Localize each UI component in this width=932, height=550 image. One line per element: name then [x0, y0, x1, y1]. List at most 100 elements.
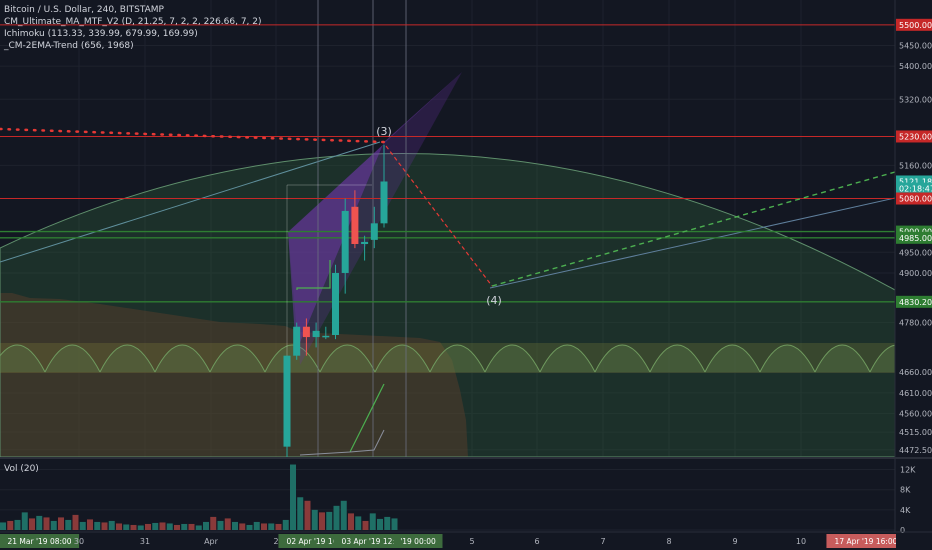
volume-bar [268, 523, 275, 530]
time-marker-label: '19 00:00 [400, 537, 436, 546]
volume-axis[interactable]: 12K 8K 4K 0 [900, 466, 916, 535]
price-tag [896, 295, 932, 308]
scallop [154, 344, 211, 373]
projection-down [385, 145, 493, 287]
purple-channel-upper [288, 72, 462, 365]
time-marker-label: 17 Apr '19 16:00 [835, 537, 898, 546]
candle-body [351, 206, 359, 245]
volume-bar [7, 520, 14, 530]
time-tick-label: 8 [666, 537, 671, 546]
time-marker [826, 534, 906, 548]
volume-bar [130, 524, 137, 530]
volume-bar [369, 513, 376, 530]
candle-body [283, 355, 291, 447]
volume-bar [340, 500, 347, 530]
volume-bars [0, 464, 398, 530]
volume-bar [50, 520, 57, 530]
time-tick-label: 5 [469, 537, 474, 546]
trend-line-2 [489, 197, 895, 289]
indicator-ema-trend[interactable]: _CM-2EMA-Trend (656, 1968) [4, 41, 134, 51]
green-step-line [296, 260, 331, 290]
volume-bar [29, 518, 35, 530]
indicator-ichimoku[interactable]: Ichimoku (113.33, 339.99, 679.99, 169.99… [4, 29, 198, 39]
axis-corner [896, 533, 932, 550]
volume-bar [108, 520, 115, 530]
scallop [209, 344, 266, 373]
volume-bar [137, 525, 144, 530]
ichimoku-cloud-red [0, 293, 468, 457]
scallop [264, 344, 321, 373]
time-tick-label: 2 [273, 537, 278, 546]
scallop [869, 344, 895, 373]
volume-bar [319, 512, 325, 530]
volume-bar [232, 521, 238, 530]
price-tag [896, 192, 932, 205]
volume-bar [391, 518, 398, 530]
price-tick-label: 5450.00 [899, 41, 932, 50]
price-tick-label: 4560.00 [899, 410, 932, 419]
volume-bar [311, 509, 318, 530]
time-marker [0, 534, 80, 548]
price-tag-label: 5121.18 [899, 177, 932, 186]
time-tick-label: 6 [534, 537, 539, 546]
volume-bar [58, 517, 64, 530]
grey-rise-line [299, 429, 385, 456]
scallop-band [0, 344, 895, 373]
volume-tick-label: 12K [900, 466, 916, 475]
price-tag-label: 4985.00 [899, 234, 932, 243]
price-tag [896, 130, 932, 143]
trend-line [0, 141, 381, 263]
volume-bar [65, 519, 72, 530]
candle-body [341, 210, 349, 273]
price-tick-label: 4900.00 [899, 269, 932, 278]
volume-bar [181, 523, 188, 530]
volume-bar [195, 525, 202, 530]
volume-bar [377, 518, 383, 530]
candle-body [332, 272, 339, 335]
indicator-ma[interactable]: CM_Ultimate_MA_MTF_V2 (D, 21.25, 7, 2, 2… [4, 17, 262, 27]
volume-bar [72, 514, 79, 530]
volume-bar [123, 524, 130, 530]
price-tick-label: 4610.00 [899, 389, 932, 398]
scallop [759, 344, 816, 373]
wave-4-label: (4) [486, 294, 502, 307]
scallop [374, 344, 431, 373]
time-tick-label: 30 [74, 537, 84, 546]
volume-bar [297, 497, 304, 530]
volume-bar [217, 520, 224, 530]
time-axis[interactable]: 21 Mar '19 08:00 30 31 Apr 2 02 Apr '19 16:00… [0, 534, 906, 548]
candle-body [302, 326, 310, 338]
volume-bar [239, 523, 246, 530]
time-marker-label: 02 Apr '19 16:00 [287, 537, 350, 546]
price-tick-label: 4950.00 [899, 248, 932, 257]
price-axis[interactable]: 5450.00 5400.00 5320.00 5160.00 4950.00 4900.… [899, 41, 932, 454]
volume-bar [159, 522, 166, 530]
volume-bar [101, 522, 108, 530]
candle-body [380, 181, 388, 224]
scallop [484, 344, 541, 373]
plot-area[interactable]: (3) (4) [0, 0, 932, 463]
volume-bar [384, 516, 391, 530]
volume-legend[interactable]: Vol (20) [4, 464, 39, 474]
price-tag-label: 5230.00 [899, 132, 932, 141]
volume-bar [282, 519, 289, 530]
scallop [649, 344, 706, 373]
chart-legend: Bitcoin / U.S. Dollar, 240, BITSTAMP CM_… [4, 4, 262, 52]
volume-bar [348, 513, 354, 530]
price-tag [896, 231, 932, 244]
time-tick-label: 7 [600, 537, 605, 546]
scallop [99, 344, 156, 373]
volume-bar [174, 524, 180, 530]
time-tick-label: 9 [732, 537, 737, 546]
volume-tick-label: 8K [900, 486, 911, 495]
volume-bar [290, 464, 296, 530]
volume-tick-label: 4K [900, 506, 911, 515]
symbol-title[interactable]: Bitcoin / U.S. Dollar, 240, BITSTAMP [4, 5, 164, 15]
scallop [429, 344, 486, 373]
volume-bar [87, 519, 93, 530]
price-tick-label: 5400.00 [899, 62, 932, 71]
scallop [704, 344, 761, 373]
price-tick-label: 4515.00 [899, 428, 932, 437]
wave-3-label: (3) [376, 125, 392, 138]
